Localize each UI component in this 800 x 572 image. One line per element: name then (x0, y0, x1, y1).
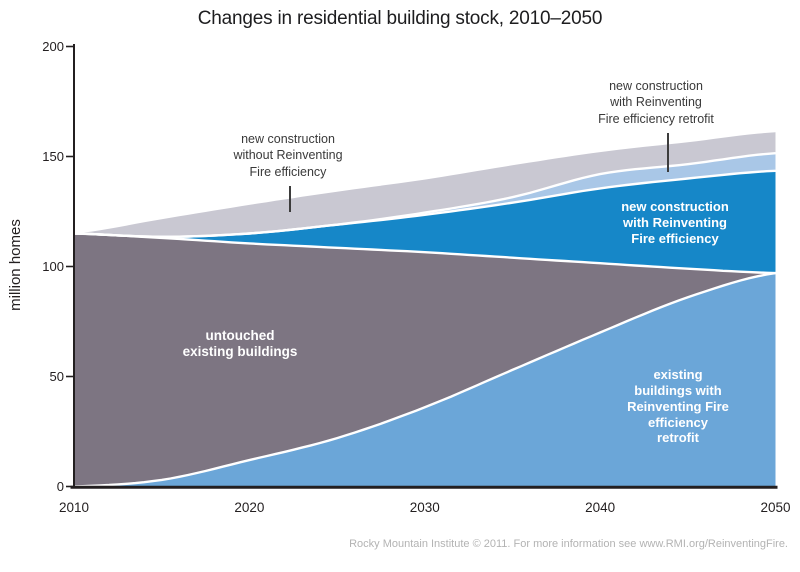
area-new-construction-rf-efficiency (74, 170, 776, 274)
area-label-new-construction-rf: new construction with Reinventing Fire e… (621, 199, 729, 246)
annotation-pointer-line-right (667, 133, 669, 172)
chart-title: Changes in residential building stock, 2… (197, 8, 603, 29)
y-tick-label: 50 (49, 368, 64, 384)
x-tick-label: 2020 (234, 500, 265, 515)
area-label-untouched-existing: untouched existing buildings (182, 328, 298, 360)
annotation-new-construction-without-rf: new construction without Reinventing Fir… (233, 132, 343, 179)
area-new-construction-without-rf (74, 132, 776, 237)
x-tick-label: 2010 (58, 500, 90, 515)
y-axis-title: million homes (7, 219, 24, 311)
x-tick-label: 2040 (585, 500, 616, 515)
area-untouched-existing-buildings (74, 233, 776, 487)
source-credit: Rocky Mountain Institute © 2011. For mor… (349, 538, 788, 550)
x-tick-label: 2050 (760, 500, 791, 515)
area-existing-buildings-rf-retrofit (74, 273, 776, 487)
y-tick-label: 0 (56, 478, 64, 494)
x-tick-label: 2030 (409, 500, 440, 515)
annotation-pointer-line-left (289, 186, 291, 212)
band-boundary-line (73, 271, 776, 488)
y-tick-label: 100 (42, 258, 64, 274)
band-boundary-line (73, 152, 776, 238)
y-tick-label: 150 (42, 148, 64, 164)
y-tick-label: 200 (42, 38, 64, 54)
annotation-new-construction-rf-retrofit: new construction with Reinventing Fire e… (598, 79, 714, 126)
band-boundary-line (73, 232, 776, 275)
area-label-existing-retrofit: existing buildings with Reinventing Fire… (627, 367, 729, 446)
